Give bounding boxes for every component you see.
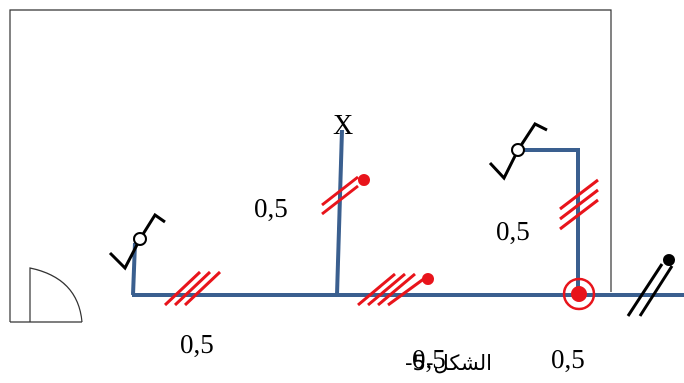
middle-vertical-wire [335,129,344,296]
lamp-point-middle [358,174,370,186]
dimension-label-bottom-right: 0,5 [551,344,585,374]
hatch-right-vertical [559,178,599,231]
conductor-marks [163,175,599,307]
dimension-label-bottom-middle: 0,5 [412,344,446,374]
hatch-left [163,270,222,307]
hatch-middle-horizontal [357,272,426,307]
right-branch-wire [520,148,580,295]
figure-caption: الشكل-5- [405,351,492,375]
switch-right [488,122,548,181]
lamp-point-bottom [422,273,434,285]
hatch-middle-vertical [321,175,359,216]
door-symbol [29,267,83,323]
junction-box [562,277,596,311]
point-label-x: X [333,110,353,141]
switch-left [108,212,166,271]
room-outline [9,9,612,323]
wiring [131,129,684,297]
dimension-label-bottom-left: 0,5 [180,329,214,359]
dimension-label-middle: 0,5 [254,193,288,223]
supply-marks [626,254,675,317]
dimension-label-right-vertical: 0,5 [496,216,530,246]
